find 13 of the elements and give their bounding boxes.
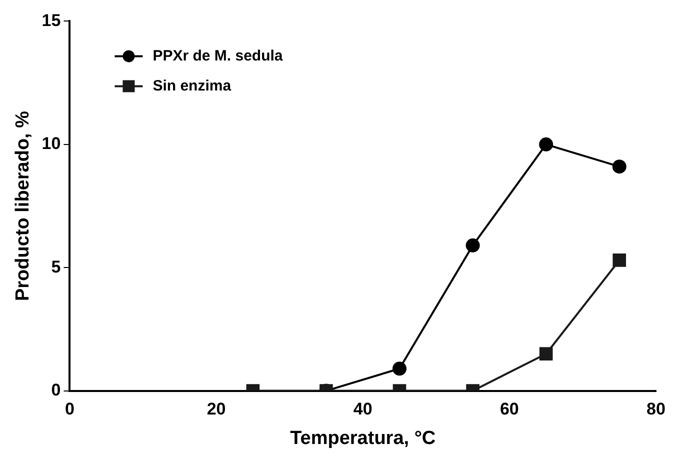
y-tick-label: 15 — [42, 10, 61, 30]
y-axis-title: Producto liberado, % — [12, 110, 34, 302]
y-tick-label: 0 — [51, 380, 61, 400]
x-tick-label: 20 — [206, 400, 226, 419]
x-tick-label: 40 — [353, 400, 372, 419]
x-tick-label: 0 — [64, 400, 74, 419]
x-tick-label: 80 — [646, 400, 666, 419]
y-tick-label: 5 — [51, 257, 61, 276]
legend-label: Sin enzima — [152, 77, 232, 94]
x-tick-label: 60 — [500, 400, 519, 419]
y-tick-label: 10 — [42, 134, 61, 154]
x-axis-title: Temperatura, °C — [290, 428, 436, 449]
legend-label: PPXr de M. sedula — [152, 47, 284, 64]
